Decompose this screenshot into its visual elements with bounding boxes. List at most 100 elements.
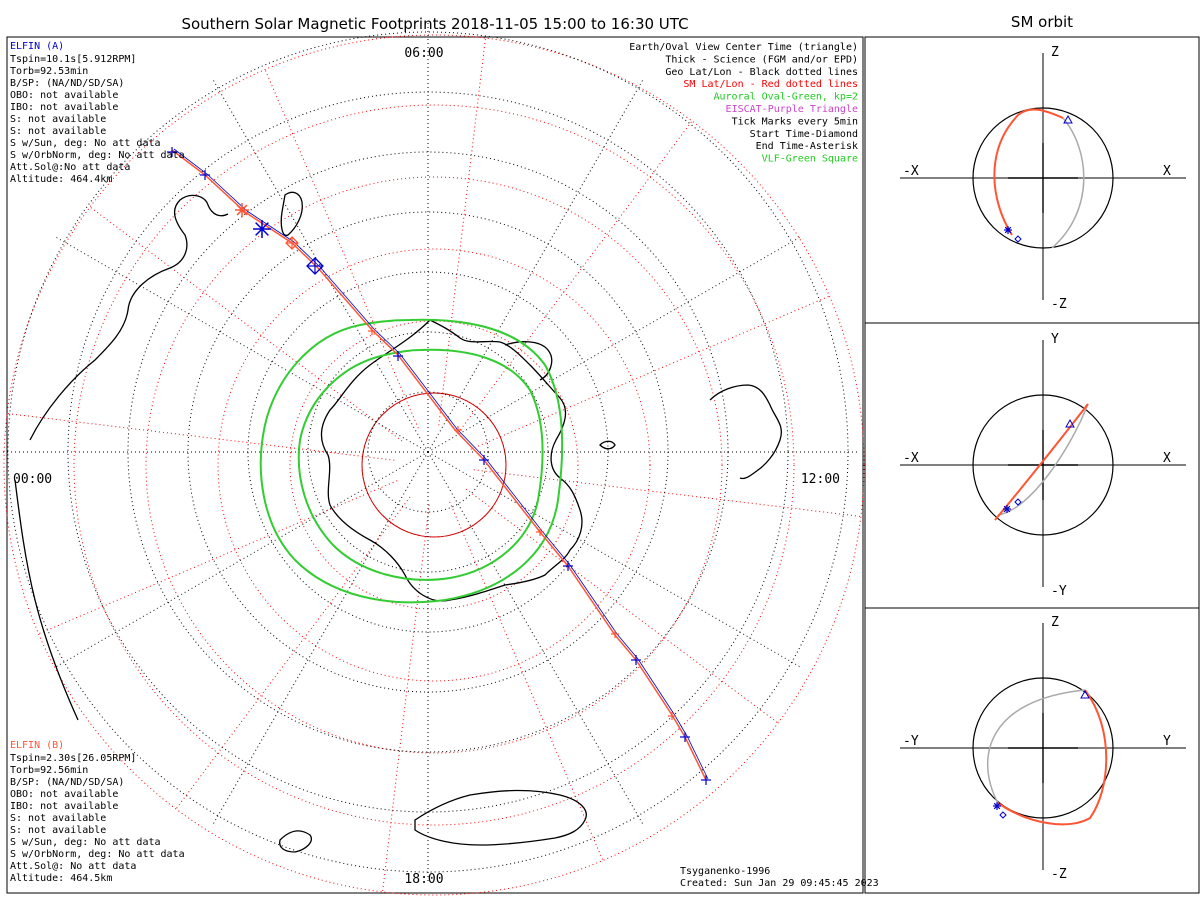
auroral-oval-outer [259, 318, 564, 604]
geo-grid [0, 22, 858, 882]
elfin-b-line: Tspin=2.30s[26.05RPM] [10, 753, 136, 764]
auroral-oval [259, 318, 564, 604]
legend-item: Auroral Oval-Green, kp=2 [714, 92, 859, 103]
elfin-b-line: OBO: not available [10, 789, 118, 800]
sm-longitude-line [7, 413, 395, 461]
sm-latitude-circle [145, 176, 723, 754]
coastlines [14, 191, 782, 853]
sm-longitude-line [89, 206, 403, 442]
sm-longitude-line [438, 38, 486, 426]
orbit-axis-label: Y [1163, 734, 1171, 749]
sm-grid [3, 34, 865, 896]
elfin-b-end-asterisk [236, 204, 248, 216]
elfin-b-track [171, 149, 707, 781]
elfin-a-line: IBO: not available [10, 102, 118, 113]
orbit-axis-label: X [1163, 451, 1171, 466]
orbit-axis-label: -Y [1051, 584, 1067, 599]
orbit-path-near [994, 403, 1089, 521]
elfin-b-name: ELFIN (B) [10, 740, 64, 751]
elfin-b-line: S w/Sun, deg: No att data [10, 837, 161, 848]
elfin-a-line: Att.Sol@:No att data [10, 162, 130, 173]
orbit-end-asterisk [1003, 505, 1011, 513]
sm-pole-circle [361, 392, 507, 538]
elfin-b-line: Torb=92.56min [10, 765, 88, 776]
elfin-a-end-asterisk [255, 222, 269, 236]
elfin-a-track [173, 148, 709, 780]
antarctica-coastline [320, 319, 583, 602]
orbit-panel: Y -Y -X X [900, 332, 1186, 599]
orbit-path-far [986, 689, 1086, 804]
orbit-axis-label: -Z [1051, 867, 1067, 882]
legend-item: Geo Lat/Lon - Black dotted lines [665, 67, 858, 78]
orbit-axis-label: Z [1051, 45, 1059, 60]
main-map: Southern Solar Magnetic Footprints 2018-… [0, 15, 879, 896]
elfin-a-line: S w/OrbNorm, deg: No att data [10, 150, 185, 161]
footer: Tsyganenko-1996 Created: Sun Jan 29 09:4… [680, 866, 879, 889]
orbit-path-far [1051, 117, 1085, 249]
sm-longitude-line [38, 480, 398, 635]
new-zealand-coastline [279, 830, 312, 853]
geo-longitude-line [427, 79, 644, 453]
australia-coastline [414, 789, 587, 846]
geo-longitude-line [55, 236, 429, 453]
elfin-b-line: Altitude: 464.5km [10, 873, 112, 884]
elfin-b-line: IBO: not available [10, 801, 118, 812]
geo-longitude-line [55, 451, 429, 668]
elfin-a-line: S: not available [10, 126, 106, 137]
orbit-axis-label: X [1163, 164, 1171, 179]
sm-latitude-circle [289, 320, 579, 610]
geo-longitude-line [212, 451, 429, 825]
legend-item: VLF-Green Square [762, 154, 858, 165]
elfin-a-line: S: not available [10, 114, 106, 125]
main-title: Southern Solar Magnetic Footprints 2018-… [181, 15, 688, 33]
elfin-a-line: S w/Sun, deg: No att data [10, 138, 161, 149]
legend: Earth/Oval View Center Time (triangle)Th… [629, 42, 858, 165]
orbit-panel: Z -Z -Y Y [900, 615, 1186, 882]
elfin-b-line: S: not available [10, 825, 106, 836]
sm-latitude-circle [73, 104, 795, 826]
auroral-oval-inner [297, 348, 544, 581]
orbit-panel: Z -Z -X X [900, 45, 1186, 312]
sm-longitude-line [470, 295, 830, 450]
orbit-axis-label: -X [903, 451, 919, 466]
model-label: Tsyganenko-1996 [680, 866, 770, 877]
elfin-a-line: Tspin=10.1s[5.912RPM] [10, 54, 136, 65]
madagascar-coastline [280, 191, 303, 237]
elfin-a-line: Altitude: 464.4km [10, 174, 112, 185]
orbit-start-diamond [1014, 498, 1022, 506]
sm-longitude-line [175, 496, 411, 810]
sm-longitude-line [457, 120, 693, 434]
elfin-a-name: ELFIN (A) [10, 41, 64, 52]
elfin-a-line: OBO: not available [10, 90, 118, 101]
sm-latitude-circle [217, 248, 651, 682]
elfin-b-info: ELFIN (B) Tspin=2.30s[26.05RPM] Torb=92.… [10, 740, 185, 884]
sm-latitude-circle [3, 34, 865, 896]
orbit-frame [864, 36, 1200, 894]
south-america-coastline [709, 384, 782, 480]
elfin-b-start-diamond [285, 236, 299, 250]
orbit-axis-label: Y [1051, 332, 1059, 347]
legend-item: SM Lat/Lon - Red dotted lines [683, 79, 858, 90]
legend-item: EISCAT-Purple Triangle [726, 104, 858, 115]
elfin-a-line: B/SP: (NA/ND/SD/SA) [10, 78, 124, 89]
orbit-view-triangle [1063, 114, 1073, 124]
orbit-panel-group: Z -Z -X X Y -Y -X X Z -Z -Y Y [900, 45, 1186, 882]
sm-orbit-panels: SM orbit Z -Z -X X Y -Y -X X Z -Z -Y Y [864, 13, 1200, 894]
orbit-view-triangle [1080, 689, 1090, 699]
sm-longitude-line [382, 504, 430, 892]
orbit-end-asterisk [993, 802, 1001, 810]
time-label-bottom: 18:00 [404, 872, 443, 887]
legend-item: End Time-Asterisk [756, 141, 858, 152]
elfin-a-start-diamond [306, 257, 324, 275]
orbit-path-near [993, 108, 1064, 236]
orbit-title: SM orbit [1011, 13, 1073, 31]
orbit-axis-label: -Z [1051, 297, 1067, 312]
falklands-region [599, 440, 616, 450]
sm-longitude-line [465, 488, 779, 724]
india-region-coastline [14, 479, 79, 721]
orbit-axis-label: Z [1051, 615, 1059, 630]
orbit-axis-label: -Y [903, 734, 919, 749]
sm-longitude-line [264, 69, 419, 429]
africa-coastline [29, 194, 229, 441]
